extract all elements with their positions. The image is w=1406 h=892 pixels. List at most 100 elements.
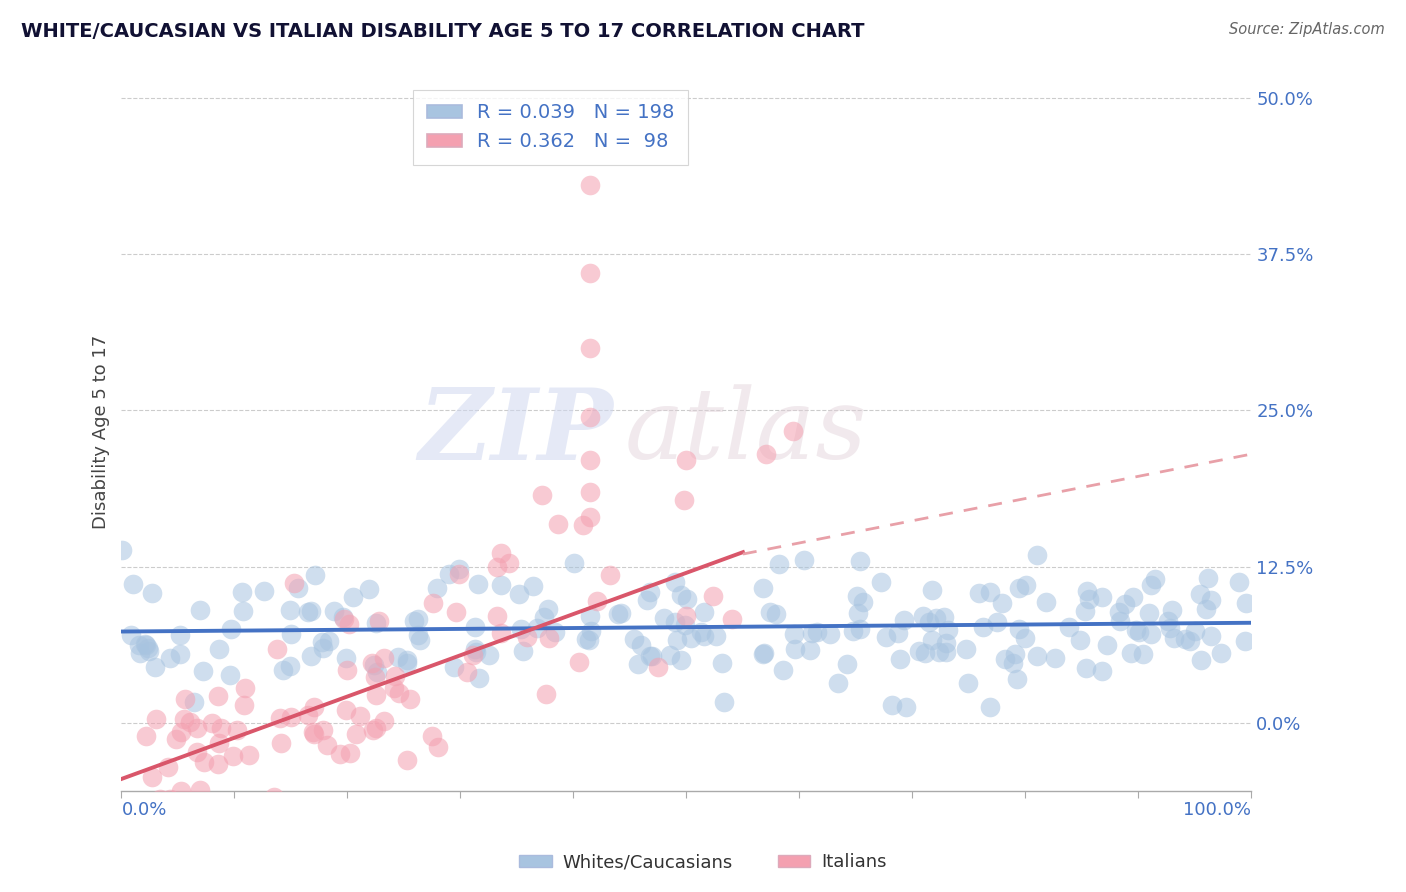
Point bbox=[510, 623, 533, 637]
Point bbox=[186, 721, 208, 735]
Point bbox=[1125, 623, 1147, 637]
Point bbox=[752, 582, 775, 596]
Point bbox=[287, 581, 309, 595]
Text: Source: ZipAtlas.com: Source: ZipAtlas.com bbox=[1229, 22, 1385, 37]
Point bbox=[361, 656, 384, 670]
Point bbox=[875, 630, 897, 644]
Point bbox=[271, 663, 294, 677]
Point bbox=[364, 688, 387, 702]
Point bbox=[302, 727, 325, 741]
Point bbox=[299, 604, 322, 618]
Point bbox=[207, 756, 229, 771]
Point bbox=[579, 409, 602, 424]
Point bbox=[579, 266, 602, 280]
Point bbox=[845, 590, 868, 604]
Point bbox=[967, 586, 990, 600]
Text: atlas: atlas bbox=[624, 384, 868, 480]
Point bbox=[758, 605, 780, 619]
Point bbox=[912, 608, 935, 623]
Point bbox=[233, 698, 256, 713]
Point bbox=[270, 735, 292, 749]
Point bbox=[768, 557, 790, 571]
Point bbox=[1008, 622, 1031, 636]
Point bbox=[1108, 614, 1130, 628]
Point bbox=[1201, 593, 1223, 607]
Point bbox=[1122, 591, 1144, 605]
Point bbox=[402, 615, 425, 629]
Point bbox=[1197, 571, 1219, 585]
Point bbox=[1128, 625, 1150, 640]
Point bbox=[270, 814, 292, 829]
Point bbox=[991, 596, 1014, 610]
Point bbox=[342, 590, 364, 604]
Point bbox=[316, 739, 339, 753]
Point bbox=[337, 616, 360, 631]
Point bbox=[336, 663, 359, 677]
Point bbox=[710, 657, 733, 671]
Point bbox=[406, 627, 429, 641]
Point bbox=[193, 755, 215, 769]
Point bbox=[183, 695, 205, 709]
Point bbox=[1002, 656, 1025, 670]
Point bbox=[219, 668, 242, 682]
Point bbox=[679, 631, 702, 645]
Point bbox=[623, 632, 645, 647]
Point bbox=[208, 736, 231, 750]
Point bbox=[266, 642, 288, 657]
Point bbox=[409, 633, 432, 648]
Point bbox=[439, 567, 461, 582]
Point bbox=[751, 647, 773, 661]
Point bbox=[297, 708, 319, 723]
Point bbox=[395, 653, 418, 667]
Y-axis label: Disability Age 5 to 17: Disability Age 5 to 17 bbox=[93, 335, 110, 529]
Point bbox=[869, 574, 891, 589]
Point bbox=[533, 610, 555, 624]
Point bbox=[675, 453, 697, 467]
Point bbox=[935, 635, 957, 649]
Point bbox=[329, 747, 352, 762]
Point bbox=[1211, 646, 1233, 660]
Point bbox=[893, 613, 915, 627]
Point bbox=[464, 620, 486, 634]
Point bbox=[702, 589, 724, 603]
Point bbox=[1137, 606, 1160, 620]
Point bbox=[366, 665, 388, 680]
Point bbox=[1144, 572, 1167, 586]
Point bbox=[1178, 634, 1201, 648]
Point bbox=[278, 659, 301, 673]
Point bbox=[568, 655, 591, 669]
Point bbox=[704, 629, 727, 643]
Point bbox=[765, 607, 787, 621]
Point bbox=[1233, 633, 1256, 648]
Point bbox=[322, 604, 344, 618]
Point bbox=[754, 447, 776, 461]
Point bbox=[799, 642, 821, 657]
Point bbox=[671, 588, 693, 602]
Point bbox=[837, 657, 859, 671]
Point bbox=[1140, 578, 1163, 592]
Point bbox=[395, 753, 418, 767]
Point bbox=[299, 648, 322, 663]
Point bbox=[842, 624, 865, 638]
Point bbox=[907, 643, 929, 657]
Point bbox=[640, 648, 662, 663]
Point bbox=[280, 603, 302, 617]
Point bbox=[654, 611, 676, 625]
Point bbox=[979, 700, 1001, 714]
Point bbox=[344, 727, 367, 741]
Point bbox=[468, 671, 491, 685]
Point bbox=[339, 746, 361, 760]
Point bbox=[1184, 624, 1206, 638]
Point bbox=[398, 692, 420, 706]
Point bbox=[219, 797, 242, 812]
Point bbox=[640, 585, 662, 599]
Point bbox=[806, 625, 828, 640]
Point bbox=[165, 731, 187, 746]
Point bbox=[388, 686, 411, 700]
Point bbox=[1015, 578, 1038, 592]
Point bbox=[1091, 664, 1114, 678]
Point bbox=[145, 712, 167, 726]
Point bbox=[673, 618, 696, 632]
Point bbox=[364, 670, 387, 684]
Text: WHITE/CAUCASIAN VS ITALIAN DISABILITY AGE 5 TO 17 CORRELATION CHART: WHITE/CAUCASIAN VS ITALIAN DISABILITY AG… bbox=[21, 22, 865, 41]
